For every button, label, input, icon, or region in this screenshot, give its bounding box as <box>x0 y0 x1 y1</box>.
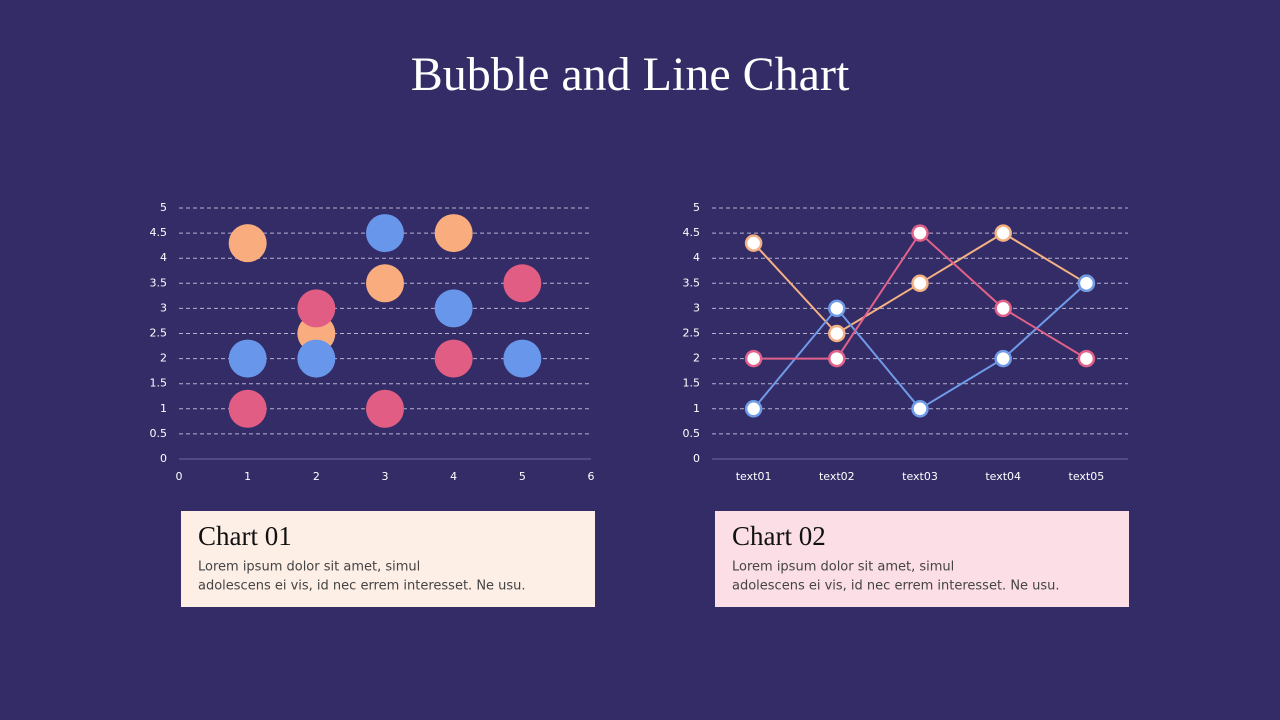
x-tick-label: 1 <box>244 470 251 483</box>
bubble <box>434 289 473 328</box>
y-tick-label: 1.5 <box>150 377 168 390</box>
y-tick-label: 5 <box>160 201 167 214</box>
y-tick-label: 3 <box>160 301 167 314</box>
marker <box>828 324 846 343</box>
card-text: adolescens ei vis, id nec errem interess… <box>198 579 526 594</box>
y-tick-label: 2.5 <box>683 327 701 340</box>
x-tick-label: 3 <box>382 470 389 483</box>
marker <box>911 274 929 293</box>
marker <box>744 234 763 252</box>
y-tick-label: 5 <box>693 201 700 214</box>
marker <box>828 299 846 318</box>
x-tick-label: 6 <box>588 470 595 483</box>
slide-title: Bubble and Line Chart <box>411 48 850 101</box>
marker <box>994 224 1012 242</box>
bubble <box>434 214 473 253</box>
marker <box>911 400 929 418</box>
x-tick-label: 5 <box>519 470 526 483</box>
y-tick-label: 3 <box>693 301 700 314</box>
bubble <box>228 224 267 263</box>
marker <box>911 224 929 242</box>
y-tick-label: 2 <box>160 352 167 365</box>
y-tick-label: 0 <box>160 452 167 465</box>
card-title: Chart 01 <box>198 521 292 551</box>
y-tick-label: 4.5 <box>683 226 701 239</box>
y-tick-label: 2 <box>693 352 700 365</box>
card <box>715 511 1129 607</box>
y-tick-label: 1.5 <box>683 377 701 390</box>
bubble <box>366 264 404 303</box>
card-title: Chart 02 <box>732 521 826 551</box>
marker <box>994 349 1012 368</box>
y-tick-label: 0.5 <box>150 427 168 440</box>
x-tick-label: text05 <box>1069 470 1105 483</box>
x-tick-label: text01 <box>736 470 772 483</box>
bubble <box>434 339 473 378</box>
marker <box>828 349 846 368</box>
y-tick-label: 4 <box>160 251 167 264</box>
y-tick-label: 3.5 <box>150 276 168 289</box>
x-tick-label: 2 <box>313 470 320 483</box>
y-tick-label: 1 <box>693 402 700 415</box>
bubble <box>366 214 404 253</box>
x-tick-label: text03 <box>902 470 938 483</box>
marker <box>1077 349 1096 368</box>
x-tick-label: 0 <box>176 470 183 483</box>
card-text: adolescens ei vis, id nec errem interess… <box>732 579 1060 594</box>
bubble <box>366 389 404 428</box>
bubble <box>228 339 267 378</box>
card-text: Lorem ipsum dolor sit amet, simul <box>732 560 954 575</box>
marker <box>1077 274 1096 293</box>
x-tick-label: text04 <box>985 470 1021 483</box>
x-tick-label: text02 <box>819 470 855 483</box>
card <box>181 511 595 607</box>
y-tick-label: 0.5 <box>683 427 701 440</box>
y-tick-label: 2.5 <box>150 327 168 340</box>
y-tick-label: 3.5 <box>683 276 701 289</box>
bubble <box>297 289 336 328</box>
y-tick-label: 1 <box>160 402 167 415</box>
y-tick-label: 4 <box>693 251 700 264</box>
marker <box>744 349 763 368</box>
card-text: Lorem ipsum dolor sit amet, simul <box>198 560 420 575</box>
bubble <box>297 339 336 378</box>
bubble <box>503 264 542 303</box>
x-tick-label: 4 <box>450 470 457 483</box>
marker <box>744 400 763 418</box>
bubble <box>503 339 542 378</box>
marker <box>994 299 1012 318</box>
y-tick-label: 0 <box>693 452 700 465</box>
bubble <box>228 389 267 428</box>
y-tick-label: 4.5 <box>150 226 168 239</box>
